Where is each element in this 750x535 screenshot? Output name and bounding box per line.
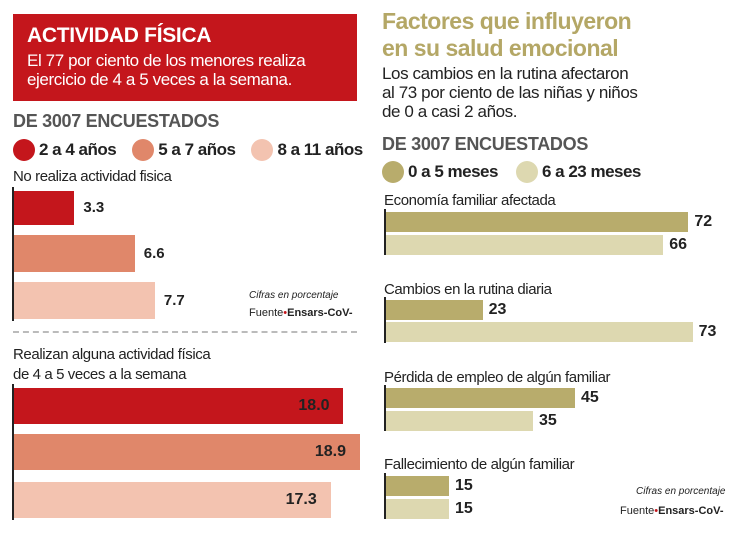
left-legend: 2 a 4 años 5 a 7 años 8 a 11 años — [13, 139, 379, 161]
axis-line — [384, 473, 386, 519]
right-legend: 0 a 5 meses 6 a 23 meses — [382, 161, 659, 183]
axis-line — [384, 297, 386, 343]
data-label: 18.9 — [314, 443, 346, 460]
bar — [14, 434, 360, 470]
data-label: 18.0 — [298, 397, 330, 414]
data-label: 17.3 — [285, 491, 317, 508]
bar — [14, 191, 75, 225]
source-name: Ensars-CoV- — [287, 307, 353, 319]
subtitle-line: El 77 por ciento de los menores realiza — [27, 51, 306, 70]
bar — [386, 388, 575, 408]
title-line: Factores que influyeron — [382, 8, 632, 34]
legend-item: 0 a 5 meses — [382, 161, 498, 183]
activity-title: ACTIVIDAD FÍSICA — [27, 24, 212, 47]
left-sample-label: DE 3007 ENCUESTADOS — [13, 111, 220, 131]
left-chart: No realiza actividad fisica 3.3 6.6 7.7 Real… — [12, 168, 360, 520]
axis-line — [12, 384, 14, 520]
axis-line — [384, 385, 386, 431]
desc-line: de 0 a casi 2 años. — [382, 102, 518, 121]
right-note: Cifras en porcentaje — [636, 486, 726, 497]
data-label: 7.7 — [163, 291, 185, 309]
left-source: Fuente•Ensars-CoV- — [249, 307, 353, 319]
bar — [386, 476, 449, 496]
legend-label: 8 a 11 años — [277, 140, 363, 159]
axis-line — [384, 209, 386, 255]
bar — [14, 282, 155, 319]
left-note: Cifras en porcentaje — [249, 290, 339, 301]
data-label: 45 — [581, 389, 599, 406]
legend-label: 2 a 4 años — [39, 140, 117, 159]
category-label: Pérdida de empleo de algún familiar — [384, 369, 611, 386]
bar — [14, 482, 331, 518]
source-name: Ensars-CoV- — [658, 505, 724, 517]
data-label: 15 — [455, 477, 473, 494]
bar — [386, 499, 449, 519]
emotional-title: Factores que influyeron en su salud emoci… — [382, 8, 632, 62]
legend-swatch-icon — [382, 161, 404, 183]
legend-item: 6 a 23 meses — [515, 161, 641, 183]
source-label: Fuente — [620, 505, 655, 517]
divider — [13, 331, 357, 333]
legend-label: 6 a 23 meses — [541, 162, 641, 181]
legend-swatch-icon — [13, 139, 35, 161]
bar — [14, 235, 135, 272]
desc-line: Los cambios en la rutina afectaron — [382, 64, 629, 83]
data-label: 3.3 — [83, 199, 105, 216]
source-label: Fuente — [249, 307, 284, 319]
emotional-description: Los cambios en la rutina afectaron al 73 … — [382, 64, 638, 121]
legend-swatch-icon — [251, 139, 274, 161]
category-label: No realiza actividad fisica — [13, 168, 172, 185]
data-label: 6.6 — [143, 244, 165, 262]
category-label: Realizan alguna actividad física — [13, 346, 211, 363]
data-label: 35 — [539, 412, 557, 429]
data-label: 73 — [698, 323, 717, 340]
right-sample-label: DE 3007 ENCUESTADOS — [382, 134, 589, 154]
bar — [386, 235, 664, 255]
bar — [386, 300, 483, 320]
data-label: 15 — [455, 500, 473, 517]
category-label: Cambios en la rutina diaria — [384, 281, 552, 298]
activity-subtitle: El 77 por ciento de los menores realiza e… — [27, 51, 306, 89]
legend-item: 5 a 7 años — [132, 139, 236, 161]
right-source: Fuente•Ensars-CoV- — [620, 505, 724, 517]
data-label: 23 — [488, 301, 507, 318]
subtitle-line: ejercicio de 4 a 5 veces a la semana. — [27, 70, 292, 89]
legend-item: 2 a 4 años — [13, 139, 117, 161]
bar — [386, 322, 693, 342]
bar — [14, 388, 344, 424]
bar — [386, 411, 533, 431]
category-label: Economía familiar afectada — [384, 192, 556, 209]
data-label: 72 — [694, 213, 713, 230]
legend-swatch-icon — [515, 161, 538, 183]
category-label: de 4 a 5 veces a la semana — [13, 366, 187, 383]
data-label: 66 — [669, 236, 687, 253]
category-label: Fallecimiento de algún familiar — [384, 456, 575, 473]
axis-line — [12, 187, 14, 321]
desc-line: al 73 por ciento de las niñas y niños — [382, 83, 638, 102]
legend-swatch-icon — [132, 139, 155, 161]
legend-label: 5 a 7 años — [158, 140, 236, 159]
legend-label: 0 a 5 meses — [408, 162, 498, 181]
title-line: en su salud emocional — [382, 35, 619, 61]
legend-item: 8 a 11 años — [251, 139, 363, 161]
activity-header: ACTIVIDAD FÍSICA El 77 por ciento de los… — [13, 14, 357, 101]
bar — [386, 212, 689, 232]
